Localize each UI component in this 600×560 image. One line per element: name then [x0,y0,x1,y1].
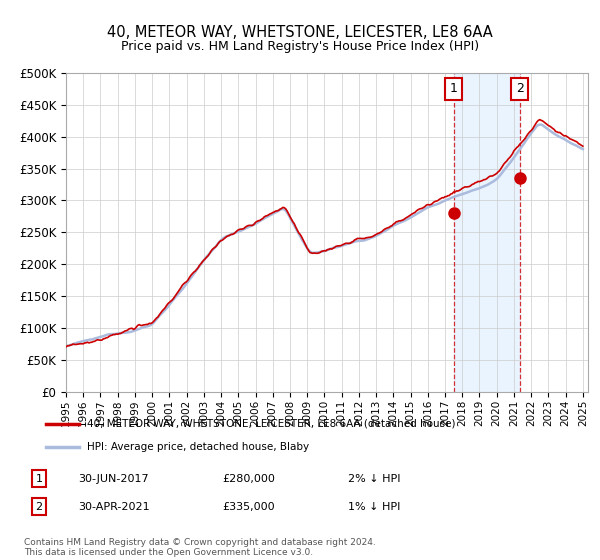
Text: 1: 1 [449,82,458,95]
Text: 40, METEOR WAY, WHETSTONE, LEICESTER, LE8 6AA (detached house): 40, METEOR WAY, WHETSTONE, LEICESTER, LE… [86,419,455,429]
Text: 2: 2 [35,502,43,512]
Text: 1: 1 [35,474,43,484]
Text: Contains HM Land Registry data © Crown copyright and database right 2024.
This d: Contains HM Land Registry data © Crown c… [24,538,376,557]
Text: 1% ↓ HPI: 1% ↓ HPI [348,502,400,512]
Text: £335,000: £335,000 [222,502,275,512]
Text: £280,000: £280,000 [222,474,275,484]
Text: HPI: Average price, detached house, Blaby: HPI: Average price, detached house, Blab… [86,442,309,452]
Bar [454,73,520,392]
Text: 2% ↓ HPI: 2% ↓ HPI [348,474,401,484]
Text: 30-APR-2021: 30-APR-2021 [78,502,149,512]
Text: 30-JUN-2017: 30-JUN-2017 [78,474,149,484]
Text: Price paid vs. HM Land Registry's House Price Index (HPI): Price paid vs. HM Land Registry's House … [121,40,479,53]
Text: 40, METEOR WAY, WHETSTONE, LEICESTER, LE8 6AA: 40, METEOR WAY, WHETSTONE, LEICESTER, LE… [107,25,493,40]
Text: 2: 2 [515,82,524,95]
